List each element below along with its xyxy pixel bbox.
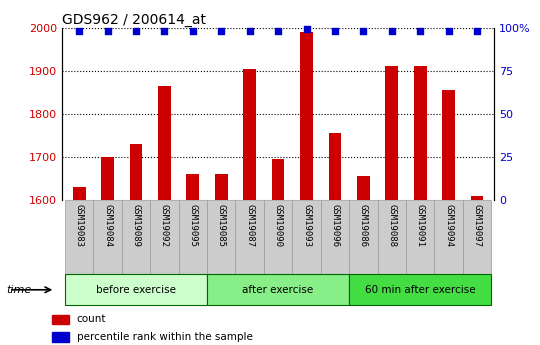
Bar [179, 200, 207, 274]
Text: GSM19092: GSM19092 [160, 204, 169, 247]
Bar [101, 157, 114, 200]
Point [444, 28, 453, 34]
Bar [207, 274, 349, 305]
Bar [300, 32, 313, 200]
Bar [357, 176, 370, 200]
Point [472, 28, 481, 34]
Bar [65, 274, 207, 305]
Bar [186, 174, 199, 200]
Text: GSM19090: GSM19090 [274, 204, 282, 247]
Bar [349, 200, 377, 274]
Point [160, 28, 168, 34]
Bar [463, 200, 491, 274]
Text: GSM19083: GSM19083 [75, 204, 84, 247]
Bar [386, 66, 398, 200]
Point [302, 27, 311, 32]
Bar [292, 200, 321, 274]
Bar [442, 90, 455, 200]
Text: GSM19096: GSM19096 [330, 204, 340, 247]
Bar [130, 144, 143, 200]
Text: before exercise: before exercise [96, 285, 176, 295]
Text: after exercise: after exercise [242, 285, 314, 295]
Point [103, 28, 112, 34]
Text: GSM19089: GSM19089 [132, 204, 140, 247]
Point [75, 28, 84, 34]
Point [330, 28, 339, 34]
Text: GSM19094: GSM19094 [444, 204, 453, 247]
Point [188, 28, 197, 34]
Bar [235, 200, 264, 274]
Text: GSM19097: GSM19097 [472, 204, 482, 247]
Bar [73, 187, 85, 200]
Text: time: time [6, 285, 32, 295]
Bar [377, 200, 406, 274]
Text: GSM19084: GSM19084 [103, 204, 112, 247]
Point [245, 28, 254, 34]
Bar [328, 133, 341, 200]
Bar [244, 69, 256, 200]
Bar [207, 200, 235, 274]
Bar [406, 200, 434, 274]
Bar [93, 200, 122, 274]
Point [274, 28, 282, 34]
Bar [321, 200, 349, 274]
Bar [52, 332, 69, 342]
Bar [349, 274, 491, 305]
Bar [65, 200, 93, 274]
Bar [414, 66, 427, 200]
Point [416, 28, 424, 34]
Point [359, 28, 368, 34]
Text: count: count [77, 315, 106, 324]
Bar [52, 315, 69, 324]
Point [388, 28, 396, 34]
Text: GSM19087: GSM19087 [245, 204, 254, 247]
Text: GSM19095: GSM19095 [188, 204, 197, 247]
Bar [272, 159, 285, 200]
Text: GSM19088: GSM19088 [387, 204, 396, 247]
Bar [434, 200, 463, 274]
Text: percentile rank within the sample: percentile rank within the sample [77, 332, 253, 342]
Text: GSM19091: GSM19091 [416, 204, 424, 247]
Text: GSM19085: GSM19085 [217, 204, 226, 247]
Text: GSM19093: GSM19093 [302, 204, 311, 247]
Bar [471, 196, 483, 200]
Text: GSM19086: GSM19086 [359, 204, 368, 247]
Text: 60 min after exercise: 60 min after exercise [365, 285, 476, 295]
Bar [150, 200, 179, 274]
Bar [264, 200, 292, 274]
Bar [122, 200, 150, 274]
Text: GDS962 / 200614_at: GDS962 / 200614_at [62, 12, 206, 27]
Bar [158, 86, 171, 200]
Bar [215, 174, 228, 200]
Point [132, 28, 140, 34]
Point [217, 28, 226, 34]
